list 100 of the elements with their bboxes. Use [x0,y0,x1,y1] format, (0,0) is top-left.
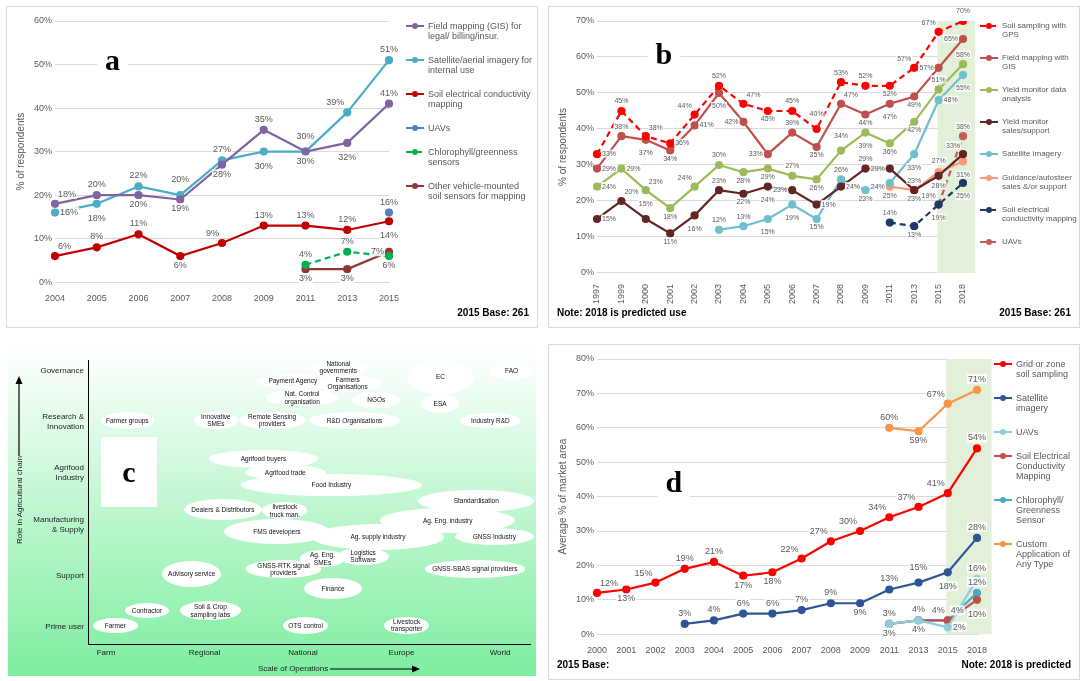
legend-label: Guidance/autosteer sales &/or support [1002,173,1073,191]
data-label: 4% [299,248,313,259]
x-tick-label: 2015 [937,645,958,656]
y-tick-label: 20% [576,195,595,206]
data-label: 7% [340,235,354,246]
data-label: 11% [129,218,148,229]
x-tick-label: 2004 [737,283,748,305]
data-label: 71% [967,373,987,384]
y-tick-label: 50% [576,87,595,98]
data-label: 7% [795,594,809,605]
data-label: 30% [254,160,273,171]
x-tick-label: 2007 [170,293,191,304]
data-label: 13% [296,209,315,220]
y-tick-label: 40% [576,491,595,502]
data-label: 20% [129,199,148,210]
data-label: 15% [909,561,928,572]
data-label: 8% [90,231,104,242]
y-tick-label: 0% [39,276,53,287]
x-tick-label: 1997 [591,283,602,305]
x-tick-label: 2018 [957,283,968,305]
data-label: 41% [379,87,399,98]
legend-label: Other vehicle-mounted soil sensors for mapping [428,181,527,201]
x-tick-label: 2002 [689,283,700,305]
legend-label: UAVs [1002,237,1022,246]
y-axis-title: Average % of market area [556,438,568,555]
data-label: 16% [967,563,987,574]
y-tick-label: 10% [34,233,53,244]
legend-label: Grid or zone soil sampling [1016,359,1070,379]
data-label: 20% [171,174,190,185]
legend-label: Satellite imagery [1002,149,1062,158]
text: Role in Agricultural chain [14,456,24,545]
y-tick-label: 70% [576,15,595,26]
category-label: Support [55,570,84,580]
y-axis-title: % of respondents [556,108,568,186]
data-label: 27% [809,526,828,537]
data-label: 4% [707,604,721,615]
data-label: 18% [938,581,957,592]
y-tick-label: 10% [576,594,595,605]
data-label: 12% [600,577,619,588]
x-tick-label: 2001 [616,645,637,656]
y-tick-label: 40% [576,123,595,134]
y-tick-label: 30% [576,159,595,170]
y-tick-label: 60% [34,15,53,26]
x-tick-label: 2009 [850,645,871,656]
data-label: 30% [296,155,315,166]
legend-label: Soil electrical conductivity mapping [1002,205,1077,223]
data-label: 3% [340,273,354,284]
data-label: 30% [839,515,858,526]
data-label: 28% [213,169,232,180]
data-label: 2% [952,621,966,632]
y-tick-label: 50% [34,59,53,70]
data-label: 3% [299,273,313,284]
y-tick-label: 80% [576,353,595,364]
x-tick-label: 2000 [640,283,651,305]
y-axis-title: % of respondents [14,112,26,191]
data-label: 20% [87,179,106,190]
x-tick-label: 2011 [879,645,899,656]
y-tick-label: 60% [576,51,595,62]
x-tick-label: 2009 [859,283,870,305]
x-tick-label: 2006 [786,283,797,305]
data-label: 17% [734,579,753,590]
data-label: 4% [912,604,926,615]
y-tick-label: 40% [34,102,53,113]
x-tick-label: 2011 [884,283,895,304]
data-label: 6% [58,241,72,252]
data-label: 3% [882,607,896,618]
data-label: 27% [213,143,232,154]
data-label: 39% [326,97,345,108]
data-label: 10% [967,608,987,619]
x-tick-label: 2003 [713,283,724,305]
data-label: 35% [254,113,273,124]
text: Scale of Operations [258,664,329,673]
x-tick-label: 2005 [86,293,107,304]
y-tick-label: 20% [576,559,595,570]
legend-label: Chlorophyll/ Greenness Sensor [1016,495,1065,525]
data-label: 37% [897,491,916,502]
data-label: 18% [87,212,106,223]
x-tick-label: 2018 [966,645,988,656]
data-label: 67% [926,388,945,399]
text: b [655,36,673,70]
legend-label: Custom Application of Any Type [1016,539,1072,569]
category-label: Farm [96,648,116,657]
legend-label: Field mapping (GIS) for legal/ billing/insur. [428,21,523,41]
data-label: 13% [880,573,899,584]
data-label: 6% [382,260,396,271]
x-tick-label: 2015 [378,293,400,304]
data-label: 22% [780,543,799,554]
x-tick-label: 2005 [733,645,754,656]
category-label: Prime user [45,622,84,631]
data-label: 4% [950,605,964,616]
text: d [665,464,683,498]
x-tick-label: 2013 [908,283,919,305]
data-label: 14% [379,230,399,241]
data-label: 6% [765,597,779,608]
legend-label: Soil electrical conductivity mapping [428,89,532,109]
data-label: 19% [171,203,190,214]
y-tick-label: 0% [581,628,595,639]
legend-label: Soil sampling with GPS [1002,21,1068,39]
x-tick-label: 2008 [211,293,233,304]
data-label: 16% [60,207,79,218]
